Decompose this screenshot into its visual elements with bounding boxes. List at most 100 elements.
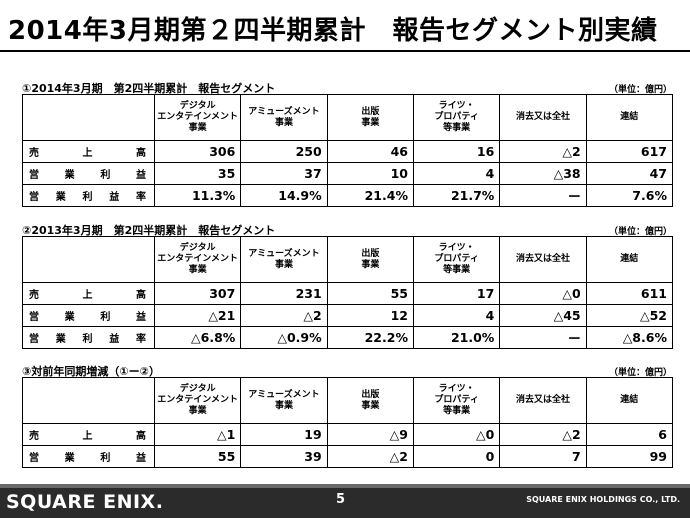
value-cell: 617 [585, 140, 673, 163]
value-cell: △21 [153, 304, 242, 327]
value-cell: △0 [412, 423, 501, 446]
column-header: 連結 [585, 236, 673, 283]
header-row: デジタル エンタテインメント 事業 アミューズメント 事業 出版 事業 ライツ・ プロ… [22, 236, 673, 283]
value-cell: 231 [240, 282, 328, 305]
section-change: ③対前年同期増減（①ー②） （単位：億円） デジタル エンタテインメント 事業 アミュ… [22, 363, 673, 468]
footer-bar [0, 484, 690, 518]
column-header: 連結 [585, 94, 673, 141]
company-name: SQUARE ENIX HOLDINGS CO., LTD. [526, 495, 680, 504]
table-row: 営 業 利 益 35 37 10 4 △38 47 [22, 162, 673, 185]
section-header: ②2013年3月期 第2四半期累計 報告セグメント （単位：億円） [22, 222, 672, 237]
value-cell: 39 [240, 445, 328, 468]
value-cell: 19 [240, 423, 328, 446]
column-header: 出版 事業 [326, 236, 414, 283]
value-cell: 7.6% [585, 184, 673, 207]
row-label-char: 売 [29, 148, 39, 159]
column-header: ライツ・ プロパティ 等事業 [412, 94, 501, 141]
corner-cell [22, 377, 155, 424]
row-label-char: 率 [136, 334, 146, 345]
row-label-char: 益 [135, 453, 146, 464]
value-cell: 47 [585, 162, 673, 185]
value-cell: 250 [240, 140, 328, 163]
value-cell: 55 [326, 282, 414, 305]
header-row: デジタル エンタテインメント 事業 アミューズメント 事業 出版 事業 ライツ・ プロ… [22, 377, 673, 424]
column-header: 出版 事業 [326, 377, 414, 424]
unit-label: （単位：億円） [608, 85, 672, 95]
segment-table: デジタル エンタテインメント 事業 アミューズメント 事業 出版 事業 ライツ・ プロ… [22, 377, 673, 468]
table-row: 売 上 高 307 231 55 17 △0 611 [22, 282, 673, 305]
header-row: デジタル エンタテインメント 事業 アミューズメント 事業 出版 事業 ライツ・ プロ… [22, 94, 673, 141]
row-label-char: 営 [29, 192, 39, 203]
value-cell: △2 [499, 140, 587, 163]
company-logo: SQUARE ENIX. [6, 491, 164, 513]
page-title: 2014年3月期第２四半期累計 報告セグメント別実績 [8, 16, 658, 46]
section-title: ①2014年3月期 第2四半期累計 報告セグメント [22, 82, 276, 95]
segment-table: デジタル エンタテインメント 事業 アミューズメント 事業 出版 事業 ライツ・ プロ… [22, 94, 673, 207]
value-cell: 35 [153, 162, 242, 185]
column-header: アミューズメント 事業 [240, 94, 328, 141]
column-header: ライツ・ プロパティ 等事業 [412, 377, 501, 424]
value-cell: △1 [153, 423, 242, 446]
value-cell: △45 [499, 304, 587, 327]
value-cell: ー [499, 184, 587, 207]
section-title: ②2013年3月期 第2四半期累計 報告セグメント [22, 224, 276, 237]
row-label-char: 営 [29, 312, 39, 323]
corner-cell [22, 236, 155, 283]
row-label-char: 営 [29, 453, 39, 464]
value-cell: 307 [153, 282, 242, 305]
value-cell: 17 [412, 282, 501, 305]
value-cell: 55 [153, 445, 242, 468]
unit-label: （単位：億円） [608, 368, 672, 378]
table-row: 営 業 利 益 △21 △2 12 4 △45 △52 [22, 304, 673, 327]
row-label-char: 上 [82, 431, 93, 442]
row-label-char: 利 [82, 334, 93, 345]
row-label: 売上高 [22, 140, 155, 163]
column-header: アミューズメント 事業 [240, 236, 328, 283]
row-label-char: 高 [136, 290, 146, 301]
value-cell: 99 [585, 445, 673, 468]
row-label: 営業利益率 [22, 326, 155, 349]
table-row: 営 業 利 益 率 11.3% 14.9% 21.4% 21.7% ー 7.6% [22, 184, 673, 207]
row-label-char: 利 [100, 312, 111, 323]
section-header: ③対前年同期増減（①ー②） （単位：億円） [22, 363, 672, 378]
value-cell: 4 [412, 304, 501, 327]
value-cell: ー [499, 326, 587, 349]
table-row: 営 業 利 益 率 △6.8% △0.9% 22.2% 21.0% ー △8.6% [22, 326, 673, 349]
value-cell: 16 [412, 140, 501, 163]
column-header: アミューズメント 事業 [240, 377, 328, 424]
value-cell: 0 [412, 445, 501, 468]
value-cell: △38 [499, 162, 587, 185]
row-label-char: 業 [55, 192, 66, 203]
row-label-char: 営 [29, 334, 39, 345]
value-cell: 46 [326, 140, 414, 163]
value-cell: △2 [499, 423, 587, 446]
row-label-char: 利 [100, 453, 111, 464]
row-label: 営業利益 [22, 162, 155, 185]
row-label-char: 利 [100, 170, 111, 181]
section-title: ③対前年同期増減（①ー②） [22, 365, 160, 378]
value-cell: 21.0% [412, 326, 501, 349]
row-label: 売上高 [22, 423, 155, 446]
row-label-char: 高 [136, 431, 146, 442]
table-row: 売 上 高 △1 19 △9 △0 △2 6 [22, 423, 673, 446]
row-label-char: 益 [109, 192, 120, 203]
title-divider [0, 50, 690, 52]
row-label-char: 業 [64, 170, 75, 181]
unit-label: （単位：億円） [608, 227, 672, 237]
value-cell: △52 [585, 304, 673, 327]
value-cell: △0 [499, 282, 587, 305]
row-label-char: 益 [135, 312, 146, 323]
row-label-char: 利 [82, 192, 93, 203]
value-cell: 37 [240, 162, 328, 185]
row-label: 売上高 [22, 282, 155, 305]
row-label-char: 業 [55, 334, 66, 345]
row-label-char: 益 [135, 170, 146, 181]
value-cell: 21.4% [326, 184, 414, 207]
value-cell: 611 [585, 282, 673, 305]
value-cell: △0.9% [240, 326, 328, 349]
column-header: 消去又は全社 [499, 236, 587, 283]
value-cell: △9 [326, 423, 414, 446]
row-label-char: 売 [29, 290, 39, 301]
value-cell: △2 [326, 445, 414, 468]
corner-cell [22, 94, 155, 141]
